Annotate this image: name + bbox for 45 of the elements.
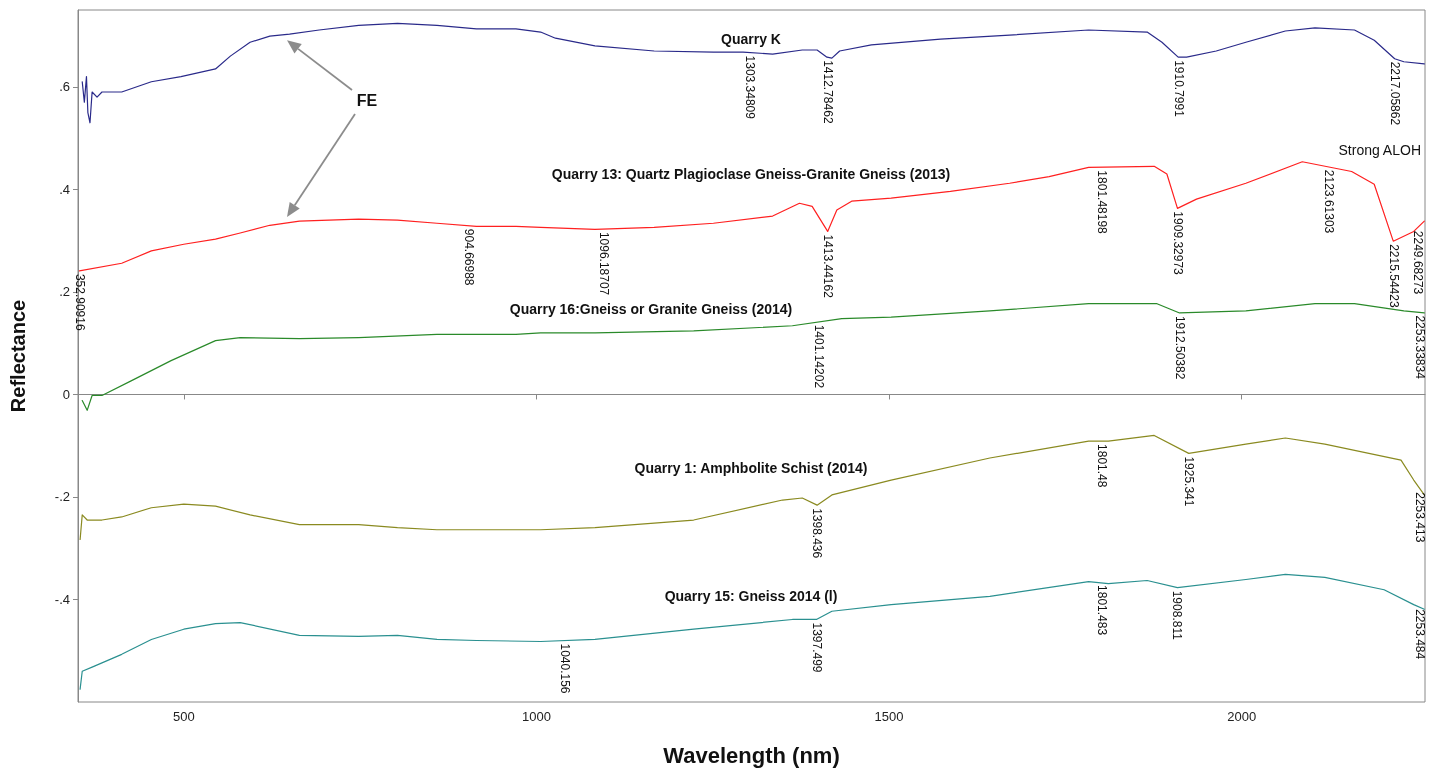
annotation: 1910.7991 bbox=[1171, 60, 1186, 118]
x-tick-label: 1500 bbox=[874, 709, 904, 724]
line-series bbox=[81, 22, 1425, 124]
annotation: 1912.50382 bbox=[1172, 315, 1187, 380]
annotation: Strong ALOH bbox=[1338, 142, 1421, 158]
series-label: Quarry 15: Gneiss 2014 (l) bbox=[664, 587, 838, 604]
annotation: 1801.483 bbox=[1094, 585, 1109, 636]
x-tick-label: 500 bbox=[172, 709, 195, 724]
x-tick-label: 2000 bbox=[1227, 709, 1257, 724]
annotation: 1413.44162 bbox=[820, 234, 835, 299]
annotation: 1040.156 bbox=[557, 643, 572, 694]
y-tick-label: -.4 bbox=[54, 591, 70, 607]
annotation: 1401.14202 bbox=[812, 324, 827, 389]
annotation: 2249.68273 bbox=[1410, 230, 1425, 295]
annotation: 1925.341 bbox=[1181, 456, 1196, 507]
annotation: 1801.48198 bbox=[1094, 170, 1109, 235]
annotation: 2253.484 bbox=[1413, 609, 1428, 660]
series-label: Quarry 13: Quartz Plagioclase Gneiss-Granite Gneiss (2013) bbox=[551, 165, 951, 182]
series-label: Quarry K bbox=[721, 31, 781, 48]
annotation: 1412.78462 bbox=[820, 60, 835, 124]
y-tick-label: .2 bbox=[59, 284, 70, 300]
annotation: 1397.499 bbox=[809, 622, 824, 673]
y-tick-label: .6 bbox=[59, 79, 70, 95]
x-tick-label: 1000 bbox=[521, 709, 551, 724]
annotation: 2217.05862 bbox=[1387, 61, 1402, 126]
series-label: Quarry 1: Amphbolite Schist (2014) bbox=[634, 460, 868, 477]
annotation: 352.90916 bbox=[73, 273, 88, 331]
annotation: 1398.436 bbox=[810, 508, 825, 559]
annotation: 1801.48 bbox=[1094, 444, 1109, 488]
series-label: Quarry 16:Gneiss or Granite Gneiss (2014) bbox=[509, 301, 793, 318]
annotation: FE bbox=[356, 91, 378, 109]
y-tick-label: .4 bbox=[59, 181, 70, 197]
annotation: 1909.32973 bbox=[1170, 211, 1185, 276]
y-tick-label: 0 bbox=[62, 386, 70, 402]
annotation: 1303.34809 bbox=[743, 55, 758, 120]
annotation: 2253.413 bbox=[1413, 492, 1428, 543]
annotation: 1096.18707 bbox=[597, 231, 612, 296]
annotation: 904.66988 bbox=[462, 228, 477, 286]
annotation: 1908.811 bbox=[1170, 590, 1185, 641]
annotation: 2215.54423 bbox=[1386, 244, 1401, 308]
y-tick-label: -.2 bbox=[54, 489, 70, 505]
y-axis-title: Reflectance bbox=[7, 299, 29, 413]
annotation: 2253.33834 bbox=[1413, 315, 1428, 380]
x-axis-title: Wavelength (nm) bbox=[663, 742, 840, 768]
annotation: 2123.61303 bbox=[1321, 169, 1336, 234]
